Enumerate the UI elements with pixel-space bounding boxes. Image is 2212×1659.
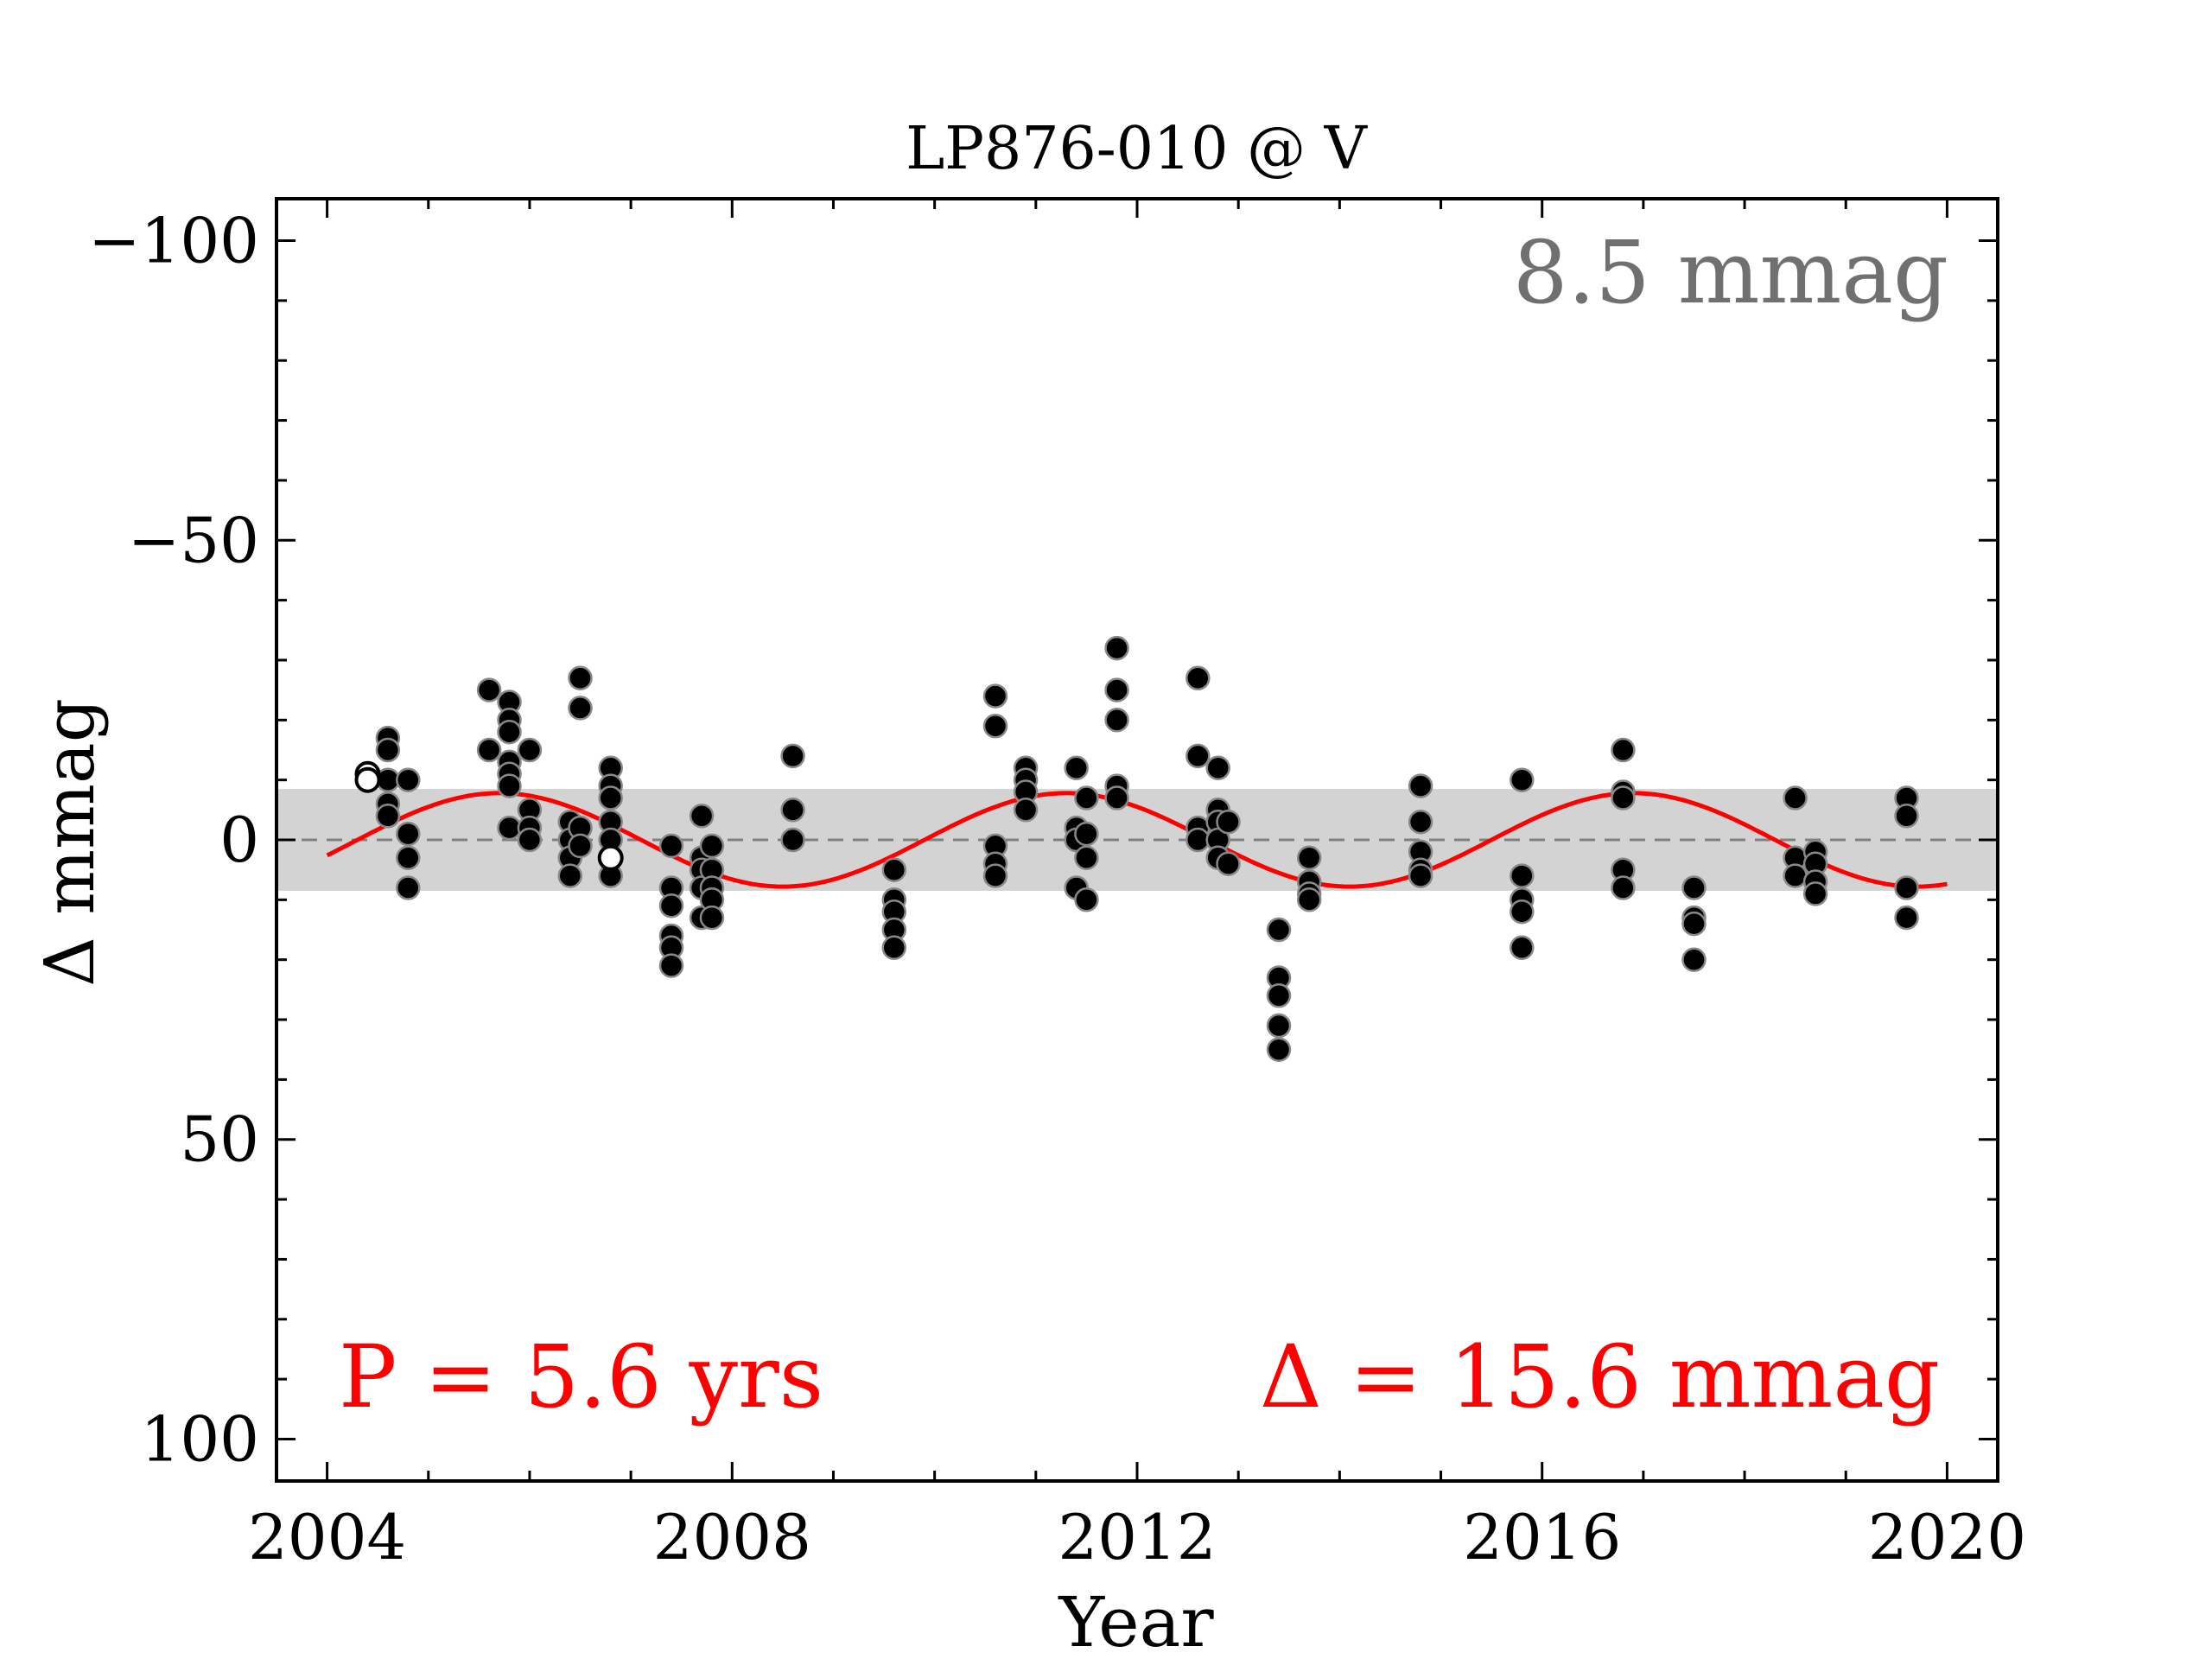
y-axis-title: Δ mmag bbox=[29, 698, 110, 987]
data-point bbox=[1104, 785, 1129, 810]
data-point bbox=[497, 719, 522, 745]
data-point bbox=[699, 905, 725, 931]
data-point bbox=[476, 677, 502, 702]
data-point bbox=[881, 935, 907, 961]
data-point bbox=[396, 875, 421, 900]
data-point bbox=[1185, 743, 1211, 769]
data-point bbox=[1074, 821, 1099, 847]
x-tick-label: 2020 bbox=[1868, 1501, 2026, 1573]
delta-label: Δ = 15.6 mmag bbox=[1260, 1326, 1940, 1427]
data-point bbox=[1510, 899, 1535, 925]
data-point bbox=[1266, 917, 1292, 943]
data-point bbox=[568, 833, 593, 859]
x-axis-title: Year bbox=[1058, 1582, 1214, 1659]
y-tick-label: 100 bbox=[141, 1402, 259, 1475]
data-point bbox=[780, 743, 805, 769]
x-tick-label: 2012 bbox=[1058, 1501, 1216, 1573]
data-point bbox=[1266, 1037, 1292, 1062]
data-point bbox=[375, 804, 401, 829]
data-point bbox=[1205, 755, 1230, 781]
data-point bbox=[598, 785, 623, 810]
data-point bbox=[396, 821, 421, 847]
data-point bbox=[658, 893, 684, 918]
data-point bbox=[1510, 767, 1535, 792]
data-point bbox=[1185, 665, 1211, 691]
data-point bbox=[1681, 947, 1707, 972]
data-point bbox=[699, 833, 725, 859]
data-point bbox=[1894, 804, 1919, 829]
data-point bbox=[1510, 863, 1535, 888]
period-label: P = 5.6 yrs bbox=[339, 1326, 823, 1427]
data-point bbox=[1104, 677, 1129, 702]
data-point bbox=[780, 827, 805, 853]
y-tick-label: −100 bbox=[88, 205, 259, 277]
data-point bbox=[1510, 935, 1535, 961]
data-point bbox=[1408, 773, 1433, 798]
data-point bbox=[517, 827, 543, 853]
data-point bbox=[1611, 875, 1636, 900]
data-point bbox=[1894, 905, 1919, 931]
data-point bbox=[1104, 708, 1129, 733]
data-point bbox=[1783, 863, 1808, 888]
data-point bbox=[1408, 809, 1433, 835]
open-data-point bbox=[597, 844, 624, 871]
data-point bbox=[1894, 875, 1919, 900]
y-tick-label: 50 bbox=[180, 1103, 259, 1176]
data-point bbox=[1611, 737, 1636, 763]
x-tick-label: 2016 bbox=[1463, 1501, 1621, 1573]
data-point bbox=[1013, 798, 1039, 823]
data-point bbox=[881, 857, 907, 882]
fit-curve bbox=[326, 791, 1948, 889]
data-point bbox=[476, 737, 502, 763]
data-point bbox=[568, 665, 593, 691]
data-point bbox=[982, 683, 1008, 709]
data-point bbox=[982, 863, 1008, 888]
data-point bbox=[1074, 887, 1099, 912]
data-point bbox=[1296, 845, 1322, 871]
data-point bbox=[1266, 1013, 1292, 1039]
data-point bbox=[1266, 983, 1292, 1008]
chart-title: LP876-010 @ V bbox=[906, 115, 1369, 183]
data-point bbox=[396, 767, 421, 792]
data-point bbox=[1185, 827, 1211, 853]
data-point bbox=[1064, 755, 1089, 781]
x-tick-label: 2004 bbox=[248, 1501, 406, 1573]
data-point bbox=[780, 798, 805, 823]
data-point bbox=[1074, 785, 1099, 810]
data-point bbox=[1074, 845, 1099, 871]
data-point bbox=[1104, 635, 1129, 661]
data-point bbox=[375, 737, 401, 763]
data-point bbox=[1408, 863, 1433, 888]
data-point bbox=[1296, 887, 1322, 912]
data-point bbox=[689, 804, 715, 829]
data-point bbox=[557, 863, 583, 888]
y-tick-label: −50 bbox=[128, 504, 259, 576]
plot-area: 2004 2008 2012 2016 2020 −100 −50 0 50 100 bbox=[88, 197, 2026, 1573]
data-point bbox=[568, 696, 593, 721]
data-point bbox=[658, 833, 684, 859]
data-point bbox=[1681, 875, 1707, 900]
data-point bbox=[1681, 911, 1707, 937]
data-point bbox=[497, 773, 522, 798]
data-point bbox=[396, 845, 421, 871]
y-tick-label: 0 bbox=[219, 804, 259, 876]
data-point bbox=[1216, 851, 1241, 876]
data-point bbox=[1216, 809, 1241, 835]
data-point bbox=[982, 713, 1008, 739]
rms-label: 8.5 mmag bbox=[1513, 222, 1948, 323]
data-point bbox=[517, 737, 543, 763]
open-data-point bbox=[354, 766, 381, 793]
data-point bbox=[497, 815, 522, 841]
data-point bbox=[1802, 881, 1828, 906]
x-tick-label: 2008 bbox=[653, 1501, 811, 1573]
data-point bbox=[658, 953, 684, 978]
data-point bbox=[1611, 785, 1636, 810]
data-point bbox=[1783, 785, 1808, 810]
